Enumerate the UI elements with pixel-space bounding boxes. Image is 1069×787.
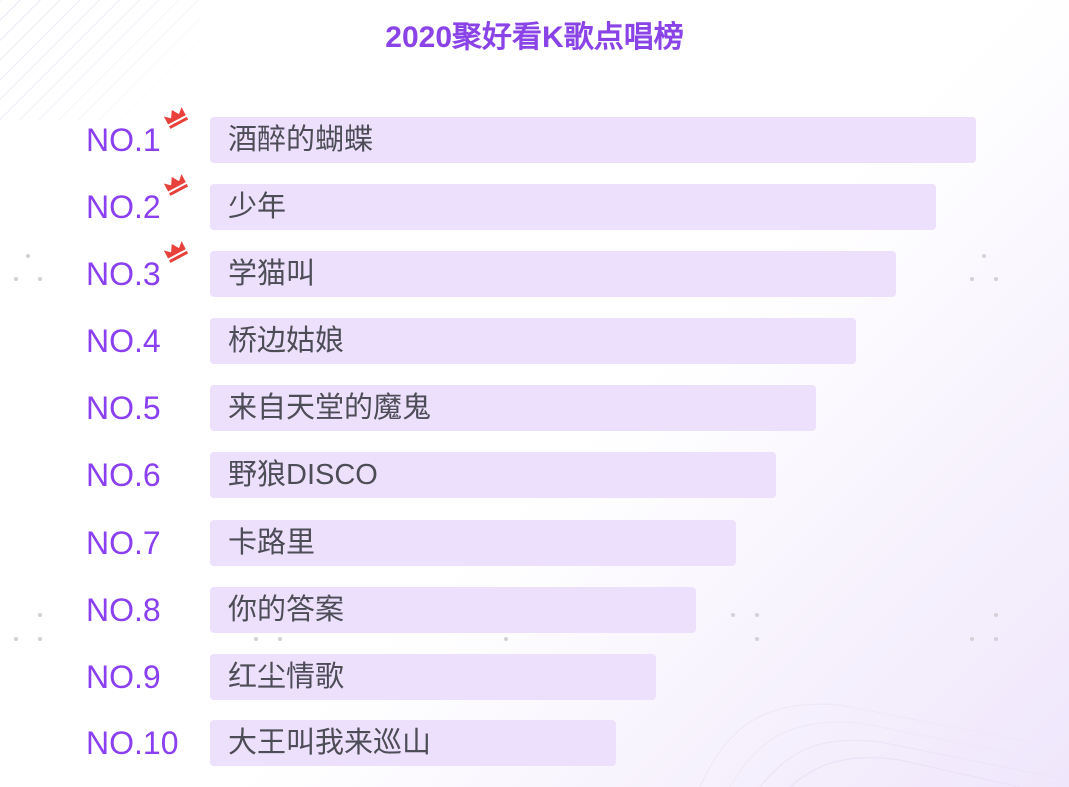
- rank-label: NO.5: [86, 390, 161, 426]
- song-title: 红尘情歌: [228, 661, 345, 693]
- song-title: 大王叫我来巡山: [228, 727, 432, 759]
- chart-title: 2020聚好看K歌点唱榜: [385, 21, 684, 54]
- song-bar[interactable]: 来自天堂的魔鬼: [210, 385, 816, 431]
- rank-label: NO.4: [86, 323, 161, 359]
- song-title: 少年: [228, 191, 287, 223]
- song-bar[interactable]: 大王叫我来巡山: [210, 720, 616, 766]
- song-title: 卡路里: [228, 527, 316, 559]
- song-title: 学猫叫: [228, 258, 316, 290]
- rank-label: NO.6: [86, 457, 161, 493]
- song-bar[interactable]: 酒醉的蝴蝶: [210, 117, 976, 163]
- rank-label: NO.9: [86, 659, 161, 695]
- song-bar[interactable]: 红尘情歌: [210, 654, 656, 700]
- song-title: 酒醉的蝴蝶: [228, 124, 374, 156]
- song-bar[interactable]: 野狼DISCO: [210, 452, 776, 498]
- song-title: 你的答案: [228, 594, 345, 626]
- rank-label: NO.1: [86, 122, 161, 158]
- song-bar[interactable]: 学猫叫: [210, 251, 896, 297]
- rank-label: NO.10: [86, 725, 179, 761]
- song-title: 桥边姑娘: [228, 325, 345, 357]
- crown-icon: [163, 174, 189, 196]
- song-bar[interactable]: 卡路里: [210, 520, 736, 566]
- song-bar[interactable]: 少年: [210, 184, 936, 230]
- rank-label: NO.7: [86, 525, 161, 561]
- song-title: 来自天堂的魔鬼: [228, 392, 432, 424]
- song-title: 野狼DISCO: [228, 459, 378, 491]
- rank-label: NO.8: [86, 592, 161, 628]
- song-bar[interactable]: 你的答案: [210, 587, 696, 633]
- crown-icon: [163, 107, 189, 129]
- decorative-curves: [699, 703, 1069, 787]
- rank-label: NO.2: [86, 189, 161, 225]
- song-bar[interactable]: 桥边姑娘: [210, 318, 856, 364]
- decorative-stripes: [0, 0, 200, 120]
- rank-label: NO.3: [86, 256, 161, 292]
- crown-icon: [163, 241, 189, 263]
